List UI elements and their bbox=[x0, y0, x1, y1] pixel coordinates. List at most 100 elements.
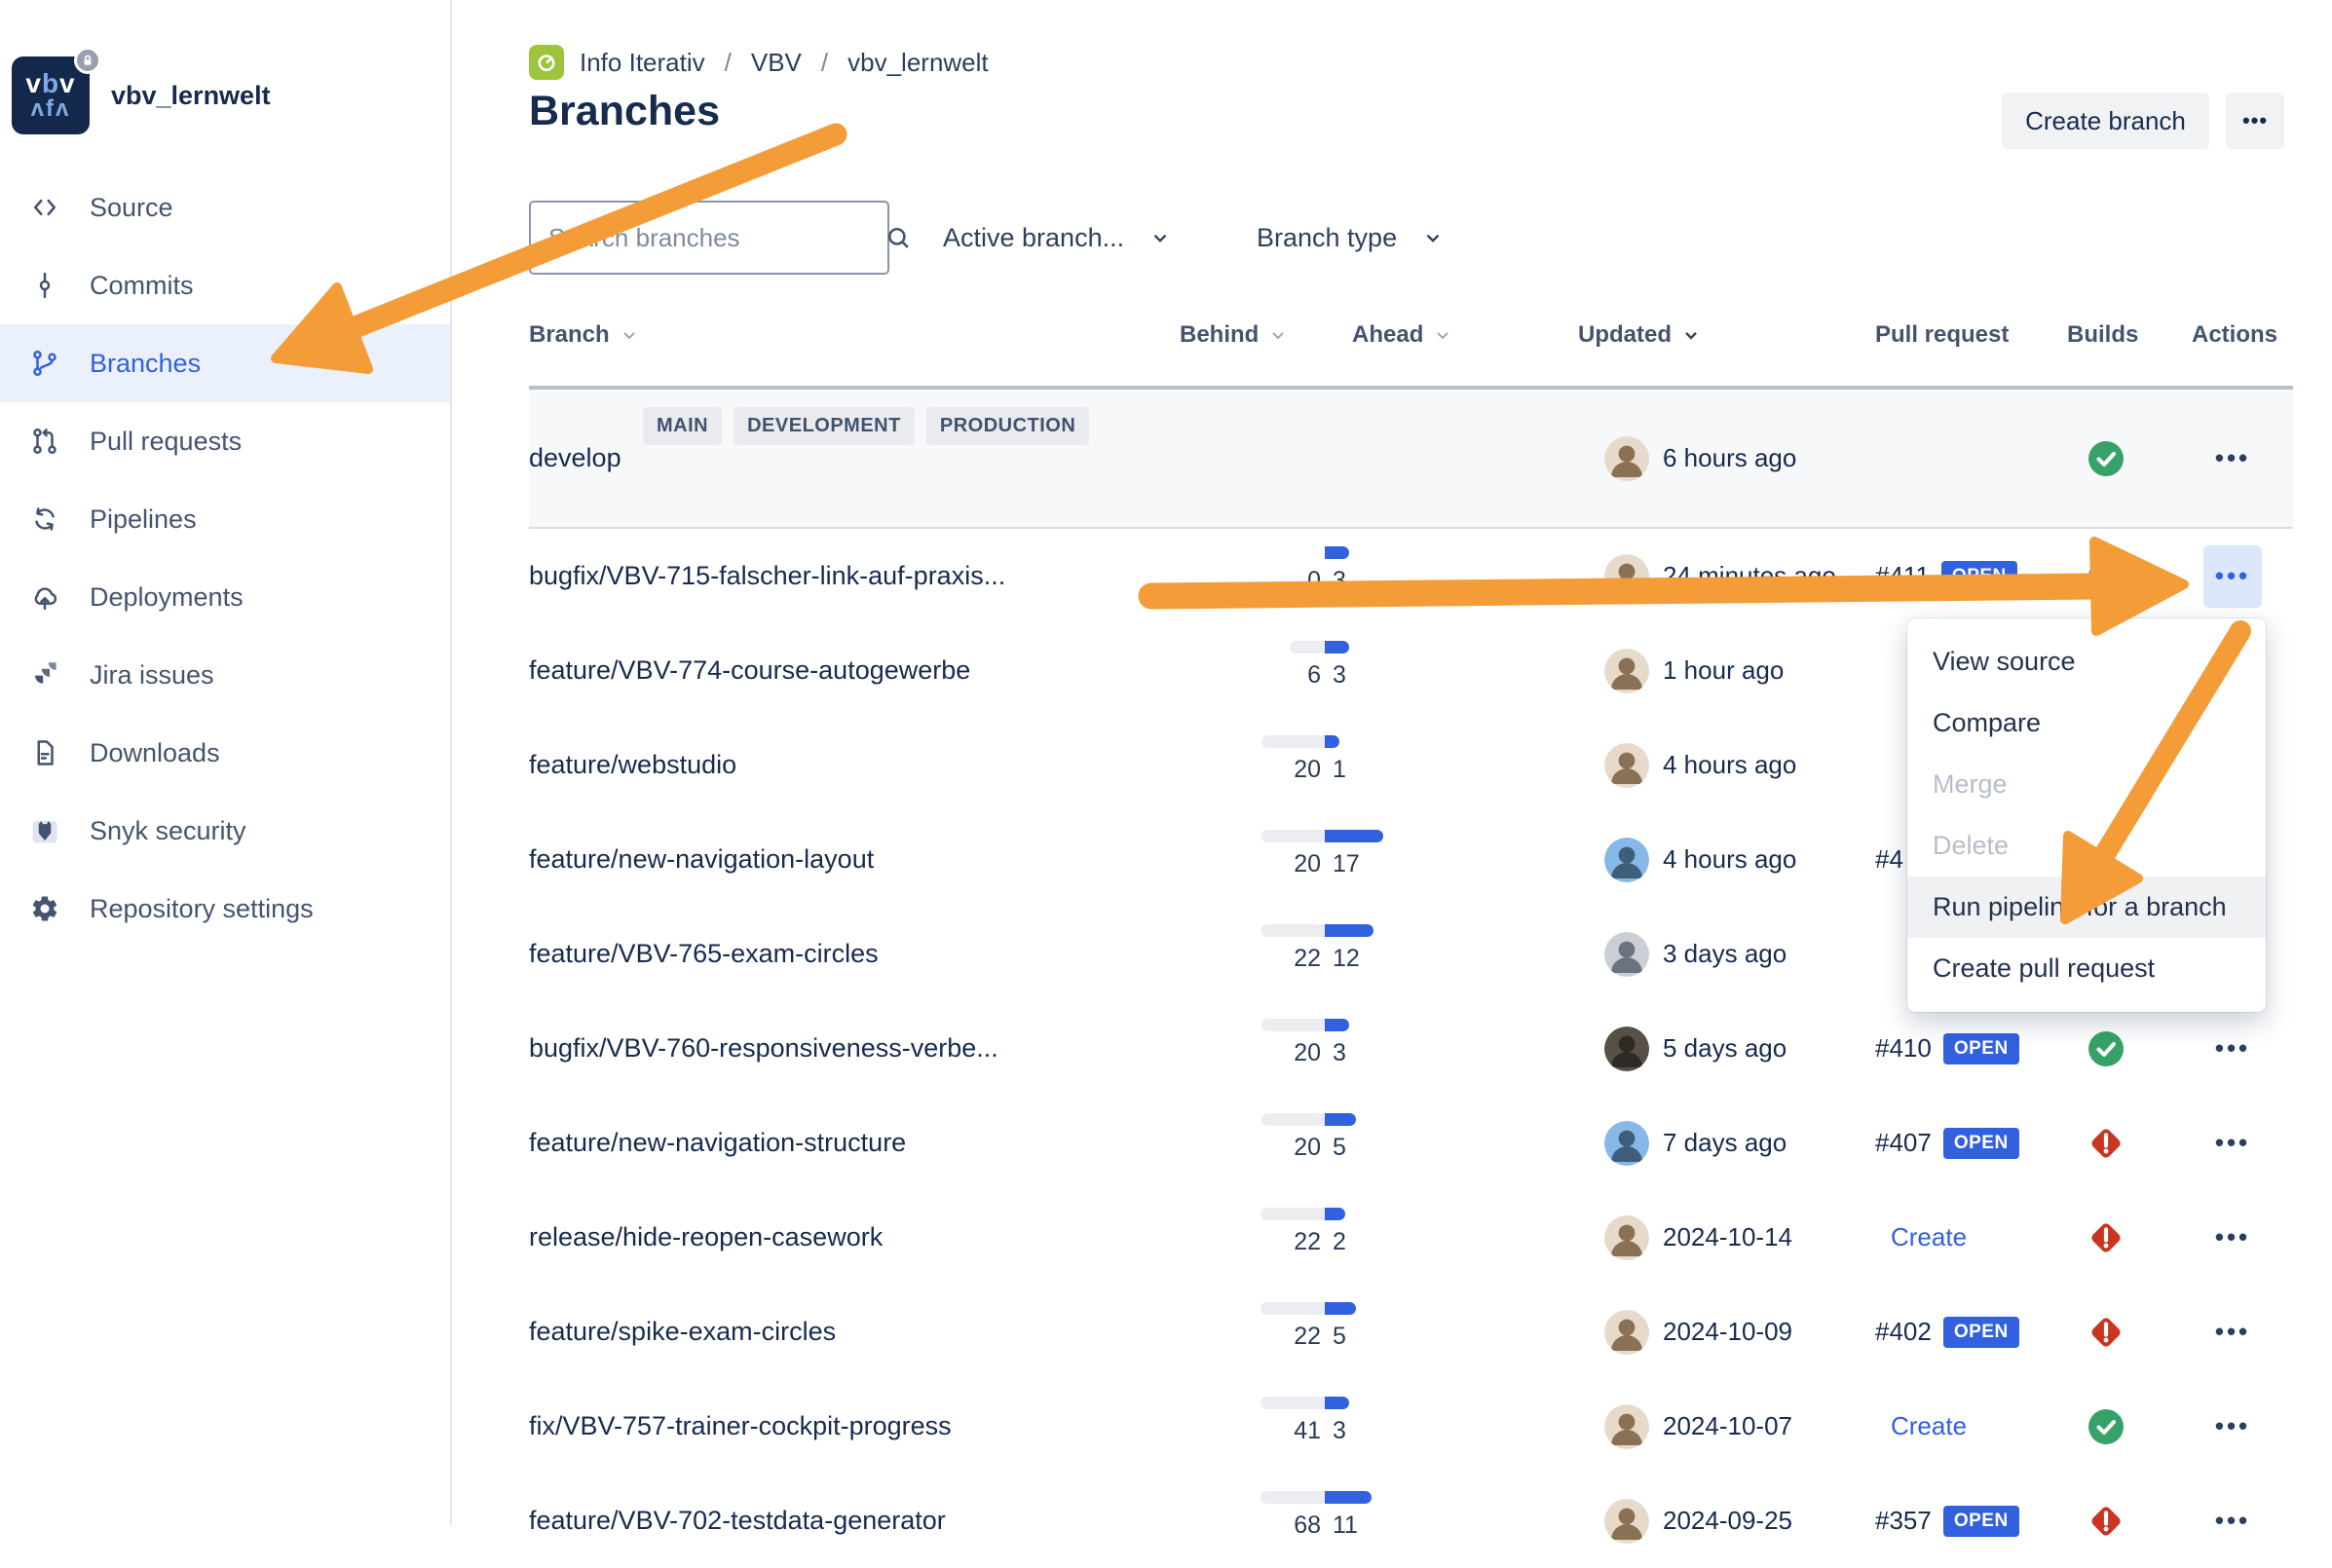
active-branches-dropdown[interactable]: Active branch... bbox=[943, 201, 1171, 275]
repo-header: vbv ʌfʌ vbv_lernwelt bbox=[12, 47, 271, 134]
pull-request-cell[interactable]: Create bbox=[1875, 1379, 1967, 1474]
branch-name[interactable]: feature/new-navigation-structure bbox=[529, 1128, 907, 1157]
branch-name[interactable]: fix/VBV-757-trainer-cockpit-progress bbox=[529, 1411, 952, 1440]
behind-count: 20 bbox=[1294, 1039, 1321, 1066]
branch-name[interactable]: develop bbox=[529, 443, 621, 472]
sidebar-item-downloads[interactable]: Downloads bbox=[0, 714, 450, 792]
menu-item-create-pull-request[interactable]: Create pull request bbox=[1933, 953, 2156, 983]
sidebar-item-pull-requests[interactable]: Pull requests bbox=[0, 402, 450, 480]
ahead-count: 11 bbox=[1333, 1512, 1358, 1539]
header-more-button[interactable]: ••• bbox=[2226, 93, 2284, 149]
branch-label-badge: PRODUCTION bbox=[925, 407, 1090, 445]
row-actions-button[interactable]: ••• bbox=[2214, 443, 2251, 472]
build-status-failed-icon[interactable] bbox=[2085, 1096, 2127, 1190]
create-pr-link: Create bbox=[1891, 1222, 1968, 1251]
pull-request-cell[interactable]: #410 OPEN bbox=[1875, 1001, 2019, 1096]
sidebar-item-commits[interactable]: Commits bbox=[0, 246, 450, 324]
pr-open-badge: OPEN bbox=[1940, 560, 2017, 592]
row-actions-button[interactable]: ••• bbox=[2214, 1411, 2251, 1440]
row-actions-button[interactable]: ••• bbox=[2214, 1033, 2251, 1063]
table-row[interactable]: feature/new-navigation-structure 20 5 7 day… bbox=[529, 1096, 2293, 1190]
column-header-updated[interactable]: Updated bbox=[1578, 321, 1701, 349]
row-actions-button[interactable]: ••• bbox=[2214, 1222, 2251, 1251]
branch-name[interactable]: release/hide-reopen-casework bbox=[529, 1222, 884, 1251]
row-actions-button[interactable]: ••• bbox=[2214, 1506, 2251, 1535]
pull-request-cell[interactable]: #4 bbox=[1875, 844, 1903, 874]
table-row[interactable]: fix/VBV-757-trainer-cockpit-progress 41 3 2… bbox=[529, 1379, 2293, 1474]
build-status-failed-icon[interactable] bbox=[2085, 1190, 2127, 1285]
repo-name: vbv_lernwelt bbox=[111, 80, 271, 110]
pull-request-cell[interactable]: Create bbox=[1875, 1190, 1967, 1285]
behind-count: 22 bbox=[1294, 945, 1321, 972]
column-header-behind[interactable]: Behind bbox=[1180, 321, 1288, 349]
branch-name[interactable]: bugfix/VBV-760-responsiveness-verbe... bbox=[529, 1033, 998, 1063]
updated-time: 2024-10-14 bbox=[1663, 1222, 1792, 1251]
table-row[interactable]: feature/VBV-774-course-autogewerbe 6 3 1 ho… bbox=[529, 623, 2293, 718]
branch-name[interactable]: feature/VBV-765-exam-circles bbox=[529, 939, 879, 968]
table-row[interactable]: release/hide-reopen-casework 22 2 2024-10-1… bbox=[529, 1190, 2293, 1285]
table-row[interactable]: feature/webstudio 20 1 4 hours ago bbox=[529, 718, 2293, 812]
create-branch-button[interactable]: Create branch bbox=[2002, 93, 2209, 149]
menu-item-compare[interactable]: Compare bbox=[1933, 708, 2042, 737]
code-icon bbox=[29, 192, 60, 223]
build-status-failed-icon[interactable] bbox=[2085, 1285, 2127, 1379]
column-header-ahead[interactable]: Ahead bbox=[1352, 321, 1452, 349]
menu-item-delete: Delete bbox=[1933, 831, 2010, 860]
breadcrumb-link[interactable]: vbv_lernwelt bbox=[847, 47, 989, 77]
pull-request-cell[interactable]: #357 OPEN bbox=[1875, 1474, 2019, 1568]
table-row[interactable]: bugfix/VBV-715-falscher-link-auf-praxis.… bbox=[529, 529, 2293, 623]
breadcrumb-link[interactable]: VBV bbox=[750, 47, 802, 77]
branch-name[interactable]: feature/spike-exam-circles bbox=[529, 1317, 837, 1346]
branch-name[interactable]: bugfix/VBV-715-falscher-link-auf-praxis.… bbox=[529, 561, 1006, 590]
branch-label-badge: DEVELOPMENT bbox=[733, 407, 915, 445]
table-row[interactable]: feature/new-navigation-layout 20 17 4 hours… bbox=[529, 812, 2293, 907]
sidebar-item-snyk-security[interactable]: Snyk security bbox=[0, 792, 450, 870]
pr-open-badge: OPEN bbox=[1942, 1316, 2019, 1348]
row-actions-button[interactable]: ••• bbox=[2203, 544, 2262, 608]
row-actions-button[interactable]: ••• bbox=[2214, 1128, 2251, 1157]
branch-name[interactable]: feature/new-navigation-layout bbox=[529, 844, 875, 874]
build-status-inprogress-icon[interactable] bbox=[2085, 529, 2127, 623]
build-status-success-icon[interactable] bbox=[2085, 1379, 2127, 1474]
menu-item-view-source[interactable]: View source bbox=[1933, 647, 2076, 676]
build-status-success-icon[interactable] bbox=[2085, 390, 2127, 527]
row-actions-button[interactable]: ••• bbox=[2214, 1317, 2251, 1346]
branch-name[interactable]: feature/webstudio bbox=[529, 750, 737, 779]
table-row[interactable]: feature/VBV-702-testdata-generator 68 11 20… bbox=[529, 1474, 2293, 1568]
branch-type-dropdown[interactable]: Branch type bbox=[1257, 201, 1444, 275]
build-status-failed-icon[interactable] bbox=[2085, 1474, 2127, 1568]
pull-request-cell[interactable]: #411 OPEN bbox=[1875, 529, 2017, 623]
table-row-main-branch[interactable]: develop MAIN DEVELOPMENT PRODUCTION 6 hours … bbox=[529, 386, 2293, 529]
updated-time: 2024-10-09 bbox=[1663, 1317, 1792, 1346]
search-input[interactable] bbox=[531, 222, 884, 253]
table-row[interactable]: feature/VBV-765-exam-circles 22 12 3 days a… bbox=[529, 907, 2293, 1001]
behind-count: 68 bbox=[1294, 1512, 1321, 1539]
pull-request-cell[interactable]: #402 OPEN bbox=[1875, 1285, 2019, 1379]
menu-item-merge: Merge bbox=[1933, 769, 2008, 799]
breadcrumb-link[interactable]: Info Iterativ bbox=[580, 47, 705, 77]
sidebar-item-jira-issues[interactable]: Jira issues bbox=[0, 636, 450, 714]
chevron-down-icon bbox=[1153, 234, 1167, 243]
commit-icon bbox=[29, 270, 60, 301]
sidebar-item-repository-settings[interactable]: Repository settings bbox=[0, 870, 450, 948]
sidebar-item-branches[interactable]: Branches bbox=[0, 324, 450, 402]
ahead-count: 3 bbox=[1333, 567, 1346, 594]
behind-ahead-indicator: 20 1 bbox=[1260, 735, 1416, 783]
sidebar-item-deployments[interactable]: Deployments bbox=[0, 558, 450, 636]
repo-avatar[interactable]: vbv ʌfʌ bbox=[12, 47, 101, 134]
pull-request-cell[interactable]: #407 OPEN bbox=[1875, 1096, 2019, 1190]
build-status-success-icon[interactable] bbox=[2085, 1001, 2127, 1096]
sidebar-item-source[interactable]: Source bbox=[0, 168, 450, 246]
sidebar-nav: Source Commits Branches Pull requests Pipeli… bbox=[0, 168, 450, 948]
behind-ahead-indicator: 22 2 bbox=[1260, 1208, 1416, 1255]
column-header-branch[interactable]: Branch bbox=[529, 321, 639, 349]
branch-name[interactable]: feature/VBV-702-testdata-generator bbox=[529, 1506, 946, 1535]
sidebar-item-pipelines[interactable]: Pipelines bbox=[0, 480, 450, 558]
table-row[interactable]: feature/spike-exam-circles 22 5 2024-10-09 #… bbox=[529, 1285, 2293, 1379]
branch-name[interactable]: feature/VBV-774-course-autogewerbe bbox=[529, 655, 971, 685]
table-row[interactable]: bugfix/VBV-760-responsiveness-verbe... 20… bbox=[529, 1001, 2293, 1096]
avatar bbox=[1604, 1379, 1649, 1474]
menu-item-run-pipeline-for-a-branch[interactable]: Run pipeline for a branch bbox=[1907, 877, 2266, 938]
ahead-count: 5 bbox=[1333, 1134, 1346, 1161]
updated-time: 2024-10-07 bbox=[1663, 1411, 1792, 1440]
